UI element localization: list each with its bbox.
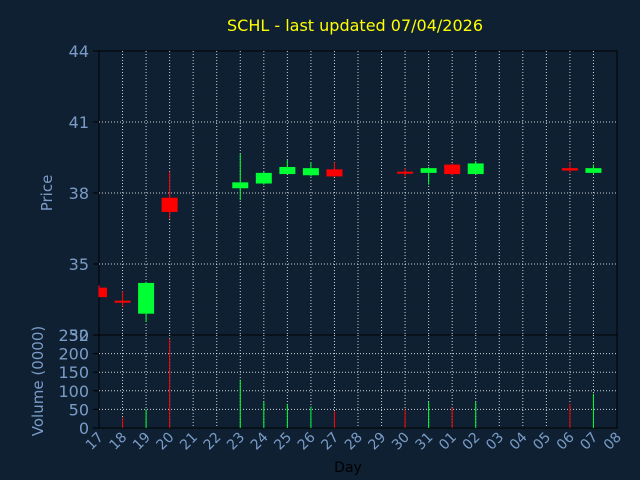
price-axis-label: Price [38,175,56,212]
candle-body [255,172,272,184]
volume-plot-area [98,334,618,429]
candle-body [585,168,602,173]
x-axis-label: Day [334,460,362,476]
volume-y-tick-label: 100 [58,382,89,401]
x-axis-ticks: 17 18 19 20 21 22 23 24 25 26 27 28 29 30 31 01 02 03 04 05… [83,429,625,453]
chart-title: SCHL - last updated 07/04/2026 [227,16,483,35]
candle-body [420,168,437,173]
volume-y-tick-label: 50 [69,400,89,419]
volume-y-tick-label: 0 [79,419,89,438]
price-y-tick-label: 44 [69,42,89,61]
candle-body [561,168,578,171]
candle-body [161,197,178,212]
volume-axis-label: Volume (0000) [29,326,47,436]
candle-body [444,164,461,175]
volume-y-tick-label: 150 [58,363,89,382]
candle-body [326,169,343,177]
volume-y-tick-label: 250 [58,326,89,345]
volume-y-tick-label: 200 [58,345,89,364]
candle-body [114,300,131,303]
candle-body [99,287,107,298]
price-y-ticks: 32 35 38 41 44 [69,42,99,345]
price-y-tick-label: 41 [69,113,89,132]
candle-body [397,171,414,174]
candle-body [279,166,296,175]
price-candles [98,153,602,322]
price-y-tick-label: 32 [69,326,89,345]
price-y-tick-label: 38 [69,184,89,203]
price-gridlines [99,51,617,335]
candle-body [302,168,319,176]
price-panel: 32 35 38 41 44 Price [38,42,618,345]
volume-bars [122,338,594,428]
candle-body [232,182,249,189]
candle-body [138,282,155,314]
candle-body [467,163,484,175]
price-y-tick-label: 35 [69,255,89,274]
